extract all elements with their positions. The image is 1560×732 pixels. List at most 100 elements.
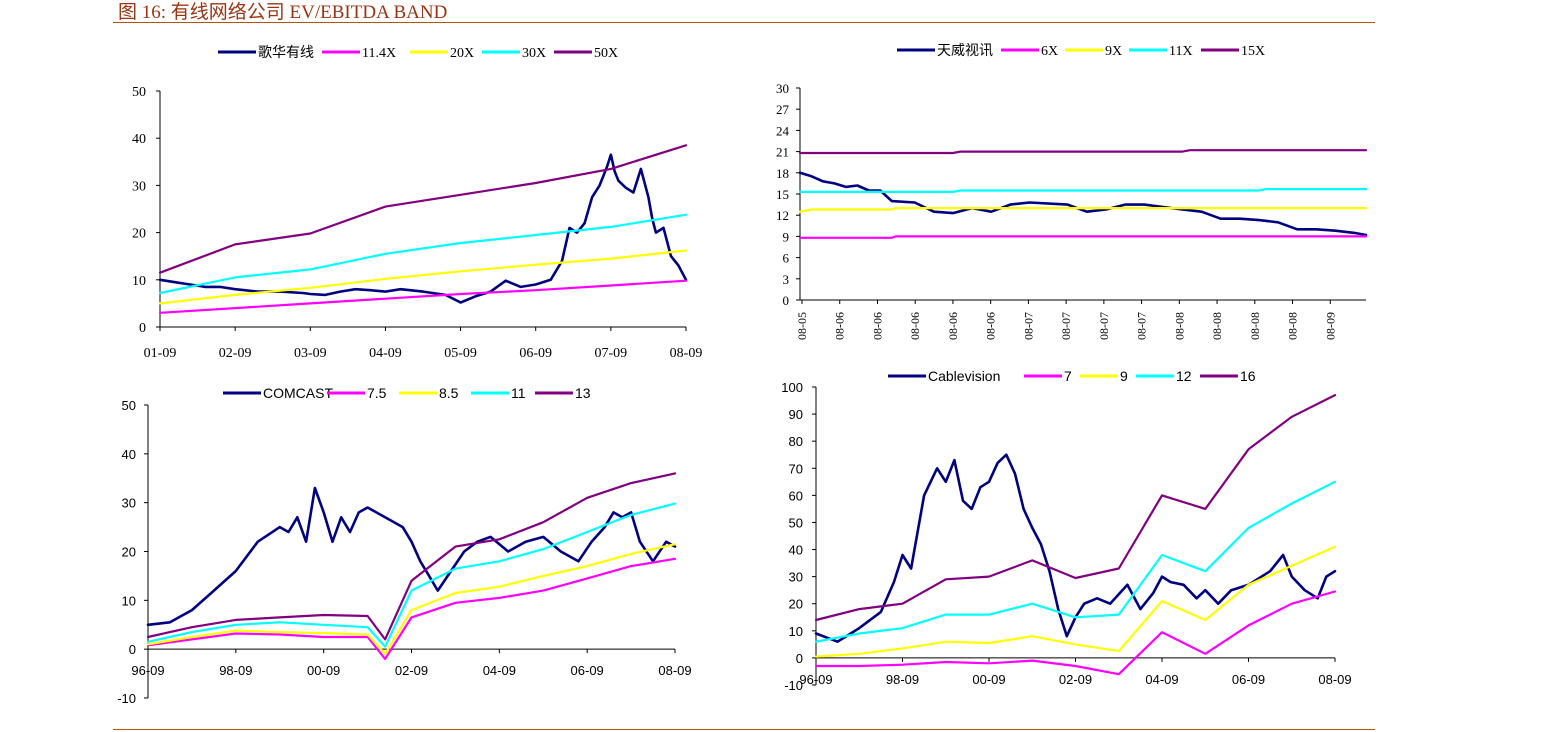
chart2-x-tick-label: 08-08: [1248, 312, 1262, 340]
chart1-series-0-line: [158, 153, 688, 304]
chart4-y-tick-label: 10: [789, 624, 803, 639]
chart1-series-3-line: [158, 213, 688, 295]
chart2-x-tick-label: 08-06: [908, 312, 922, 340]
chart4-x-tick-label: 08-09: [1318, 672, 1351, 687]
chart3-x-tick-label: 00-09: [307, 663, 340, 678]
chart4-x-tick-label: 96-09: [799, 672, 832, 687]
chart2-y-tick-label: 12: [776, 208, 789, 223]
chart4-x-tick-label: 04-09: [1145, 672, 1178, 687]
chart2-y-tick-label: 27: [776, 102, 790, 117]
chart4-x-tick-label: 00-09: [972, 672, 1005, 687]
chart2-series-1-line: [798, 235, 1368, 239]
chart3-y-tick-label: 10: [122, 593, 136, 608]
chart4-y-tick-label: 0: [796, 651, 803, 666]
chart1-legend-label-1: 11.4X: [362, 46, 396, 61]
chart2-x-tick-label: 08-09: [1323, 312, 1337, 340]
chart4-legend-label-1: 7: [1064, 368, 1072, 384]
chart3-series-2-line: [146, 543, 677, 656]
chart1-y-tick-label: 20: [132, 227, 146, 242]
chart1-legend-label-3: 30X: [522, 46, 546, 61]
chart1-series-1-line: [158, 279, 688, 314]
chart2-series-2-line: [798, 207, 1368, 213]
chart3-legend-label-1: 7.5: [367, 385, 387, 401]
chart3-legend-label-3: 11: [511, 385, 526, 401]
chart2-y-tick-label: 15: [776, 187, 789, 202]
chart4-legend-label-0: Cablevision: [928, 368, 1000, 384]
chart2-y-tick-label: 0: [783, 293, 790, 308]
chart3-y-tick-label: 20: [122, 545, 136, 560]
chart4-series-1-line: [814, 590, 1337, 676]
chart1-legend-label-0: 歌华有线: [258, 45, 314, 61]
chart3-y-tick-label: 40: [122, 447, 136, 462]
chart1-x-tick-label: 07-09: [595, 346, 628, 361]
chart4-series-4-line: [814, 394, 1337, 622]
chart3-y-tick-label: 50: [122, 398, 136, 413]
chart4-x-tick-label: 98-09: [886, 672, 919, 687]
chart3-x-tick-label: 02-09: [395, 663, 428, 678]
chart1-x-tick-label: 05-09: [444, 346, 477, 361]
chart2-series-3-line: [798, 188, 1368, 193]
chart1-x-tick-label: 08-09: [670, 346, 703, 361]
chart2-x-tick-label: 08-08: [1286, 312, 1300, 340]
chart2-y-tick-label: 6: [783, 251, 790, 266]
chart4-x-tick-label: 02-09: [1059, 672, 1092, 687]
chart3-series-1-line: [146, 557, 677, 661]
chart3-x-tick-label: 98-09: [219, 663, 252, 678]
chart2-series-0-line: [798, 171, 1368, 237]
chart2-x-tick-label: 08-07: [1097, 312, 1111, 340]
chart3-series-3-line: [146, 502, 677, 648]
chart1-x-tick-label: 03-09: [294, 346, 327, 361]
chart3-x-tick-label: 96-09: [131, 663, 164, 678]
chart4-x-tick-label: 06-09: [1232, 672, 1265, 687]
chart4-series-3-line: [814, 480, 1337, 643]
chart4-y-tick-label: 50: [789, 515, 803, 530]
chart2-x-tick-label: 08-07: [1059, 312, 1073, 340]
chart4-y-tick-label: 100: [781, 380, 803, 395]
chart3-y-tick-label: -10: [117, 691, 136, 706]
chart3-x-tick-label: 04-09: [483, 663, 516, 678]
chart2-legend-label-1: 6X: [1041, 44, 1058, 59]
chart1-legend-label-4: 50X: [594, 46, 618, 61]
chart2-y-tick-label: 18: [776, 166, 789, 181]
chart3-y-tick-label: 0: [129, 642, 136, 657]
chart4-y-tick-label: 20: [789, 597, 803, 612]
chart4-y-tick-label: 70: [789, 461, 803, 476]
chart3-x-tick-label: 08-09: [658, 663, 691, 678]
chart1-x-tick-label: 01-09: [144, 346, 177, 361]
chart3-legend-label-2: 8.5: [439, 385, 459, 401]
chart4-legend-label-4: 16: [1240, 368, 1256, 384]
chart2-x-tick-label: 08-06: [984, 312, 998, 340]
figure-title: 图 16: 有线网络公司 EV/EBITDA BAND: [118, 2, 448, 23]
chart4-y-tick-label: 30: [789, 570, 803, 585]
chart2-y-tick-label: 9: [783, 229, 790, 244]
chart2-legend-label-2: 9X: [1105, 44, 1122, 59]
bottom-rule: [113, 729, 1375, 730]
chart4-y-tick-label: 80: [789, 434, 803, 449]
chart4-legend-label-2: 9: [1120, 368, 1128, 384]
chart1-y-tick-label: 0: [139, 321, 146, 336]
chart3-legend-label-0: COMCAST: [263, 385, 333, 401]
chart1-y-tick-label: 10: [132, 274, 146, 289]
chart2-x-tick-label: 08-08: [1172, 312, 1186, 340]
chart1-x-tick-label: 06-09: [519, 346, 552, 361]
chart3-series-0-line: [146, 486, 677, 627]
chart1-series-2-line: [158, 249, 688, 305]
chart2-y-tick-label: 3: [783, 272, 790, 287]
chart4-y-tick-label: 90: [789, 407, 803, 422]
chart2-x-tick-label: 08-05: [795, 312, 809, 340]
chart3-x-tick-label: 06-09: [571, 663, 604, 678]
chart1-x-tick-label: 02-09: [219, 346, 252, 361]
chart2-x-tick-label: 08-06: [870, 312, 884, 340]
chart4-y-tick-label: 60: [789, 488, 803, 503]
chart2-y-tick-label: 24: [776, 123, 790, 138]
chart3-legend-label-4: 13: [575, 385, 591, 401]
chart1-legend-label-2: 20X: [450, 46, 474, 61]
chart2-legend-label-4: 15X: [1241, 44, 1265, 59]
chart1-x-tick-label: 04-09: [369, 346, 402, 361]
chart2-series-4-line: [798, 149, 1368, 155]
chart3-series-4-line: [146, 472, 677, 641]
chart1-y-tick-label: 30: [132, 179, 146, 194]
chart4-legend-label-3: 12: [1176, 368, 1192, 384]
chart2-x-tick-label: 08-07: [1021, 312, 1035, 340]
chart4-y-tick-label: -10: [784, 678, 803, 693]
